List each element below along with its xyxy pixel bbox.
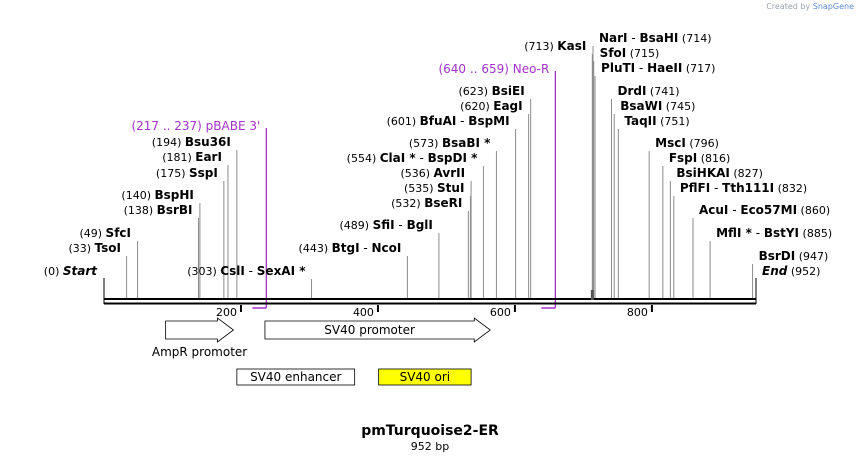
ruler: 200 400 600 800 (216, 305, 653, 319)
site-label-27: FspI (816) (669, 151, 730, 165)
site-label-15: (573) BsaBI * (409, 136, 491, 150)
ruler-label-2: 600 (490, 306, 511, 319)
site-label-30: AcuI - Eco57MI (860) (699, 203, 830, 217)
site-label-20: NarI - BsaHI (714) (599, 31, 711, 45)
site-leader-lines (126, 46, 754, 298)
plasmid-length: 952 bp (410, 440, 450, 453)
site-label-19: (713) KasI (524, 39, 586, 53)
site-label-4: (140) BspHI (121, 188, 193, 202)
site-label-26: MscI (796) (655, 136, 719, 150)
site-label-11: (532) BseRI (391, 196, 462, 210)
site-label-2: (49) SfcI (79, 226, 131, 240)
site-label-28: BsiHKAI (827) (676, 166, 763, 180)
feature-label-1: SV40 promoter (324, 323, 415, 337)
site-label-16: (601) BfuAI - BspMI (387, 114, 510, 128)
site-label-24: BsaWI (745) (620, 99, 695, 113)
site-label-31: MflI * - BstYI (885) (716, 226, 832, 240)
ruler-label-1: 400 (353, 306, 374, 319)
site-label-18: (623) BsiEI (459, 84, 525, 98)
site-label-25: TaqII (751) (624, 114, 689, 128)
site-label-3: (138) BsrBI (124, 203, 193, 217)
ruler-label-0: 200 (216, 306, 237, 319)
site-label-6: (181) EarI (162, 150, 222, 164)
primer-layer: (217 .. 237) pBABE 3' (640 .. 659) Neo-R (131, 62, 556, 309)
site-label-10: (489) SfiI - BglI (340, 218, 433, 232)
site-label-23: DrdI (741) (617, 84, 679, 98)
site-label-14: (554) ClaI * - BspDI * (347, 151, 478, 165)
feature-box-3 (378, 368, 472, 386)
feature-label-0: AmpR promoter (152, 345, 247, 359)
snapgene-credit: Created by SnapGene (766, 2, 854, 11)
site-label-33: End (952) (762, 264, 820, 278)
site-label-13: (536) AvrII (400, 166, 465, 180)
primer-label-1: (640 .. 659) Neo-R (438, 62, 549, 76)
plasmid-name: pmTurquoise2-ER (361, 423, 499, 439)
site-label-21: SfoI (715) (600, 46, 660, 60)
site-label-0: (0) Start (44, 264, 98, 278)
snapgene-logo: SnapGene (812, 2, 854, 11)
site-label-12: (535) StuI (404, 181, 464, 195)
site-label-17: (620) EagI (460, 99, 522, 113)
site-label-1: (33) TsoI (68, 241, 121, 255)
ruler-label-3: 800 (627, 306, 648, 319)
feature-box-2 (236, 368, 356, 386)
site-label-29: PflFI - Tth111I (832) (680, 181, 807, 195)
feature-label-2: SV40 enhancer (250, 370, 341, 384)
site-label-32: BsrDI (947) (759, 249, 829, 263)
sequence-backbone (103, 278, 757, 305)
feature-arrow-1 (264, 317, 491, 343)
feature-layer: AmpR promoter SV40 promoter SV40 enhancer S… (152, 317, 491, 386)
credit-prefix: Created by (766, 2, 811, 11)
site-label-9: (443) BtgI - NcoI (299, 241, 402, 255)
site-label-7: (194) Bsu36I (152, 135, 231, 149)
primer-label-0: (217 .. 237) pBABE 3' (131, 119, 260, 133)
site-label-8: (303) CslI - SexAI * (187, 264, 306, 278)
site-label-22: PluTI - HaeII (717) (601, 61, 715, 75)
feature-label-3: SV40 ori (400, 370, 451, 384)
site-labels: (0) Start(33) TsoI(49) SfcI(138) BsrBI(1… (44, 31, 832, 278)
feature-arrow-0 (165, 317, 235, 343)
site-label-5: (175) SspI (156, 166, 218, 180)
